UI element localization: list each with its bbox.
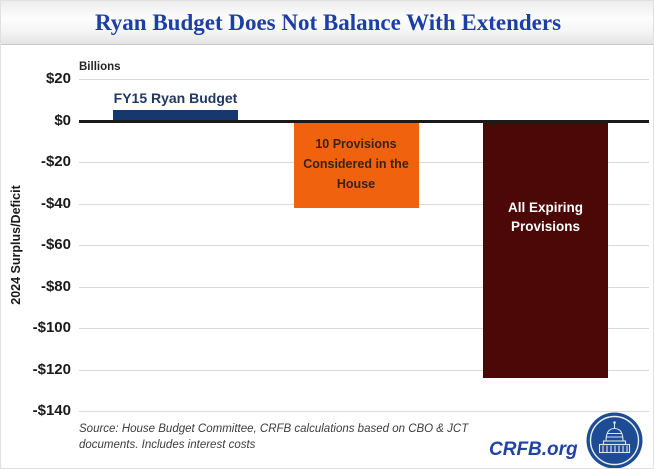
zero-axis-line [79,119,649,123]
y-tick-label: -$40 [40,194,71,212]
y-tick-label: -$80 [40,277,71,295]
units-label: Billions [79,61,121,73]
y-tick-label: -$20 [40,153,71,170]
source-line: documents. Includes interest costs [79,439,256,451]
y-tick-label: -$60 [40,236,71,253]
bar-label-house-provisions: 10 Provisions Considered in the House [303,137,409,192]
y-tick-label: -$100 [32,319,71,336]
gridline [79,245,649,246]
plot-area: $20 $0 -$20 -$40 -$60 -$80 -$100 -$120 -$140 FY15… [33,70,649,419]
crfb-logo [586,412,643,468]
bar-all-expiring-provisions: All Expiring Provisions [483,120,608,378]
chart-title: Ryan Budget Does Not Balance With Extend… [94,9,562,35]
crfb-org-label: CRFB.org [489,439,578,460]
y-tick-label: $0 [54,111,71,129]
source-note: Source: House Budget Committee, CRFB cal… [79,421,468,453]
gridline [79,286,649,288]
y-tick-label: -$140 [32,402,71,419]
gridline [79,411,649,412]
y-tick-label: -$120 [32,360,71,378]
bar-label-all-expiring-provisions: All Expiring Provisions [507,199,583,234]
title-bar: Ryan Budget Does Not Balance With Extend… [1,1,653,45]
source-line: Source: House Budget Committee, CRFB cal… [79,423,469,435]
bar-house-provisions: 10 Provisions Considered in the House [293,120,419,208]
bar-label-fy15-ryan-budget: FY15 Ryan Budget [113,90,238,107]
bar-fy15-ryan-budget [113,110,238,121]
gridline [79,369,649,371]
y-tick-label: $20 [45,70,71,87]
gridline [79,79,649,80]
gridline [79,328,649,329]
capitol-icon [586,412,643,468]
